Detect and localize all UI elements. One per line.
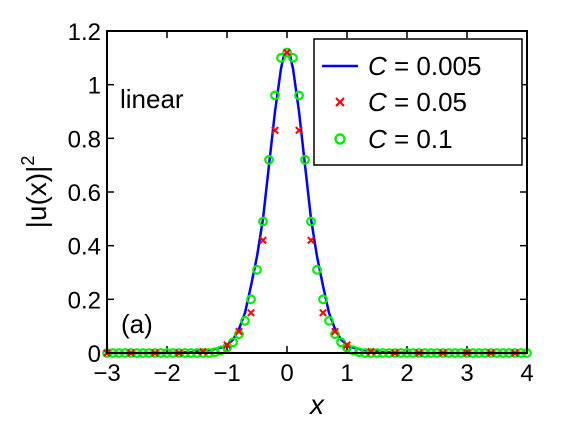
data-point xyxy=(247,308,255,317)
data-point xyxy=(259,236,267,245)
x-tick-label: 3 xyxy=(460,360,473,387)
data-point xyxy=(307,236,315,245)
legend-entry-3: C = 0.1 xyxy=(334,124,453,154)
data-point xyxy=(343,341,351,349)
data-point xyxy=(271,126,279,135)
legend: C = 0.005 C = 0.05 C = 0.1 xyxy=(313,38,523,166)
y-tick-label: 0.2 xyxy=(68,287,101,314)
y-tick-label: 0.6 xyxy=(68,180,101,207)
data-point xyxy=(331,327,339,336)
data-point xyxy=(324,315,334,326)
data-point xyxy=(246,294,256,305)
x-tick-label: 2 xyxy=(400,360,413,387)
data-point xyxy=(288,52,298,63)
y-tick-label: 1.2 xyxy=(68,19,101,46)
y-tick-label: 1 xyxy=(88,73,101,100)
x-tick-label: 1 xyxy=(340,360,353,387)
data-point xyxy=(240,315,250,326)
y-tick-label: 0.8 xyxy=(68,126,101,153)
legend-swatch-x xyxy=(335,97,345,107)
y-axis-title-main: |u(x)| xyxy=(21,166,52,229)
y-tick-label: 0 xyxy=(88,341,101,368)
legend-swatch-circle xyxy=(334,133,346,145)
legend-label: C = 0.05 xyxy=(368,87,467,117)
data-point xyxy=(295,126,303,135)
annotation-linear: linear xyxy=(120,84,184,114)
tick-labels: −3 −2 −1 0 1 2 3 4 0 0.2 0.4 0.6 0.8 1 1.2 xyxy=(68,19,534,387)
data-point xyxy=(223,341,231,349)
y-axis-title: |u(x)|2 xyxy=(18,156,52,229)
data-point xyxy=(258,216,268,227)
data-point xyxy=(318,294,328,305)
x-tick-label: −2 xyxy=(153,360,180,387)
data-point xyxy=(282,47,292,58)
x-tick-label: −1 xyxy=(213,360,240,387)
data-point xyxy=(319,308,327,317)
x-axis-title: x xyxy=(308,389,325,420)
data-point xyxy=(276,52,286,63)
y-tick-label: 0.4 xyxy=(68,234,101,261)
data-point xyxy=(294,90,304,101)
data-point xyxy=(306,216,316,227)
x-tick-label: −3 xyxy=(93,360,120,387)
y-axis-title-superscript: 2 xyxy=(18,156,38,166)
data-point xyxy=(312,264,322,275)
x-tick-label: 4 xyxy=(520,360,533,387)
legend-label: C = 0.1 xyxy=(368,124,453,154)
data-point xyxy=(252,264,262,275)
data-point xyxy=(300,154,310,165)
data-point xyxy=(235,327,243,336)
legend-entry-1: C = 0.005 xyxy=(322,51,481,81)
legend-label: C = 0.005 xyxy=(368,51,481,81)
annotation-panel-label: (a) xyxy=(121,309,153,339)
legend-entry-2: C = 0.05 xyxy=(335,87,467,117)
data-point xyxy=(283,48,291,57)
legend-box xyxy=(313,38,523,166)
svg-text:|u(x)|2: |u(x)|2 xyxy=(18,156,52,229)
data-point xyxy=(270,90,280,101)
data-point xyxy=(264,154,274,165)
plot-frame xyxy=(106,30,528,354)
x-tick-label: 0 xyxy=(280,360,293,387)
